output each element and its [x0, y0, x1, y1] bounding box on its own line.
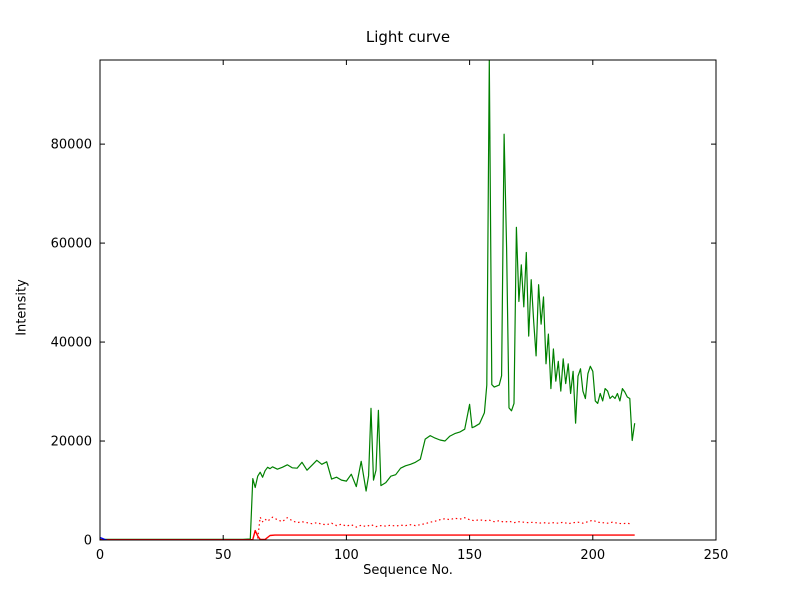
y-tick-label: 60000: [51, 237, 92, 252]
x-tick-label: 50: [215, 548, 232, 563]
series-red-dotted: [257, 516, 633, 539]
y-tick-label: 20000: [51, 435, 92, 450]
x-tick-label: 0: [96, 548, 104, 563]
axes-frame: [99, 59, 717, 541]
y-axis-label: Intensity: [14, 279, 30, 336]
x-axis-label: Sequence No.: [363, 563, 453, 578]
y-tick-label: 40000: [51, 336, 92, 351]
series-green-intensity: [100, 60, 636, 540]
x-tick-label: 200: [580, 548, 605, 563]
x-tick-label: 150: [457, 548, 482, 563]
x-tick-label: 250: [704, 548, 729, 563]
chart-title: Light curve: [365, 28, 451, 46]
x-tick-label: 100: [334, 548, 359, 563]
series-red-solid: [100, 529, 635, 540]
y-tick-label: 0: [84, 534, 92, 549]
y-tick-label: 80000: [51, 138, 92, 153]
